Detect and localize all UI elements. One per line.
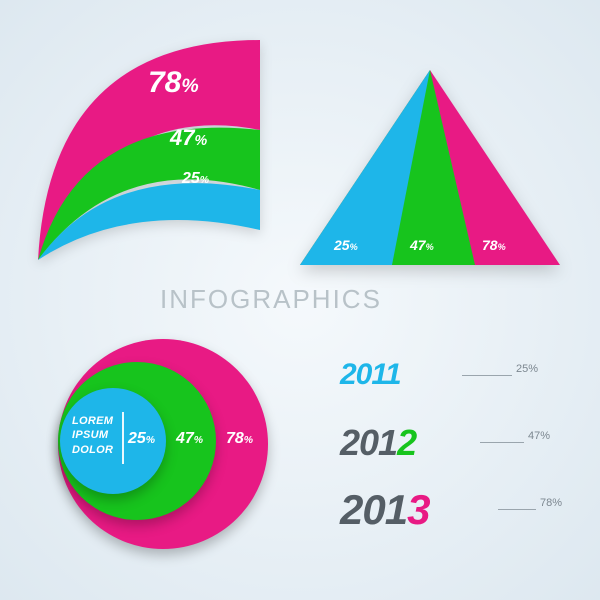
triangle-label-47: 47%	[410, 237, 434, 253]
year-row-2012: 2012 47%	[340, 422, 580, 472]
page-title: INFOGRAPHICS	[160, 284, 382, 315]
year-row-2011: 2011 25%	[340, 358, 580, 408]
year-pct: 78%	[540, 497, 562, 509]
circles-caption: LOREMIPSUMDOLOR	[72, 414, 113, 457]
year-text: 2012	[340, 422, 416, 463]
year-pct: 47%	[528, 430, 550, 442]
circles-chart: LOREMIPSUMDOLOR 25% 47% 78%	[48, 334, 278, 554]
swoosh-chart: 78% 47% 25%	[30, 30, 300, 270]
year-connector	[462, 375, 512, 376]
circles-label-25: 25%	[128, 430, 155, 448]
swoosh-label-47: 47%	[170, 125, 207, 151]
triangle-chart: 25% 47% 78%	[300, 70, 560, 265]
triangle-label-78: 78%	[482, 237, 506, 253]
year-text: 2011	[340, 358, 401, 391]
swoosh-label-25: 25%	[182, 170, 209, 188]
swoosh-label-78: 78%	[148, 66, 199, 100]
years-list: 2011 25% 2012 47% 2013 78%	[340, 358, 580, 550]
year-text: 2013	[340, 486, 429, 533]
circles-label-78: 78%	[226, 430, 253, 448]
year-pct: 25%	[516, 363, 538, 375]
circles-label-47: 47%	[176, 430, 203, 448]
circles-divider	[122, 412, 124, 464]
year-connector	[498, 509, 536, 510]
year-row-2013: 2013 78%	[340, 486, 580, 536]
triangle-label-25: 25%	[334, 237, 358, 253]
year-connector	[480, 442, 524, 443]
